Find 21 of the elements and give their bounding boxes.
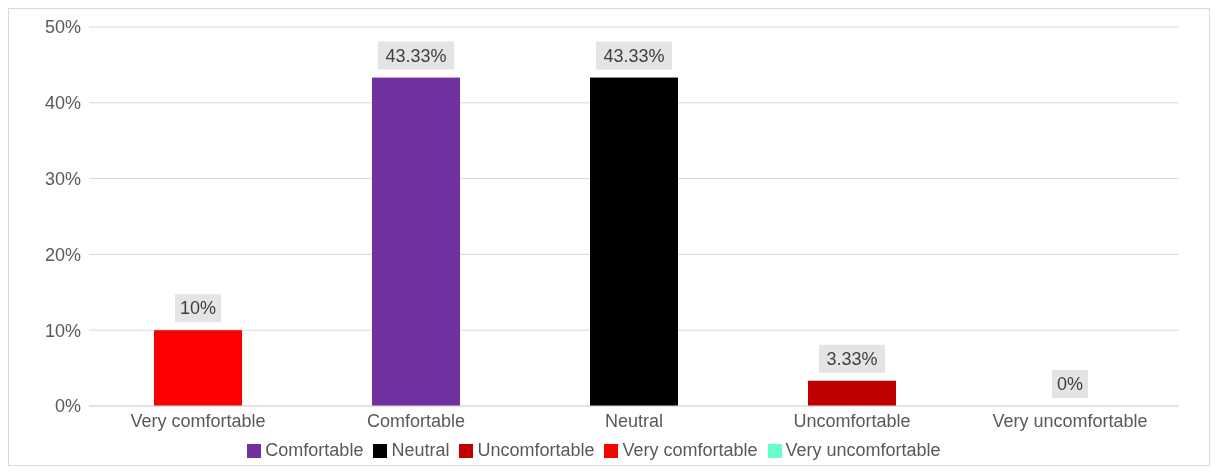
data-label: 43.33% (603, 45, 665, 66)
legend-label: Very uncomfortable (785, 440, 941, 460)
legend-label: Comfortable (265, 440, 364, 460)
y-tick-label: 50% (44, 17, 81, 38)
x-tick-label: Very uncomfortable (992, 410, 1148, 431)
x-tick-label: Very comfortable (130, 410, 266, 431)
y-tick-label: 0% (54, 396, 81, 417)
data-label: 3.33% (826, 348, 878, 369)
x-tick-label: Uncomfortable (793, 410, 911, 431)
x-tick-label: Neutral (604, 410, 664, 431)
data-label: 0% (1056, 374, 1084, 394)
y-tick-label: 40% (44, 93, 81, 114)
y-tick-label: 10% (44, 320, 81, 341)
data-label: 43.33% (385, 45, 447, 66)
y-tick-label: 20% (44, 244, 81, 265)
legend-label: Neutral (391, 440, 450, 460)
legend-label: Uncomfortable (477, 440, 595, 460)
y-tick-label: 30% (44, 168, 81, 189)
legend-label: Very comfortable (622, 440, 758, 460)
data-label: 10% (179, 298, 217, 319)
x-tick-label: Comfortable (366, 410, 466, 431)
